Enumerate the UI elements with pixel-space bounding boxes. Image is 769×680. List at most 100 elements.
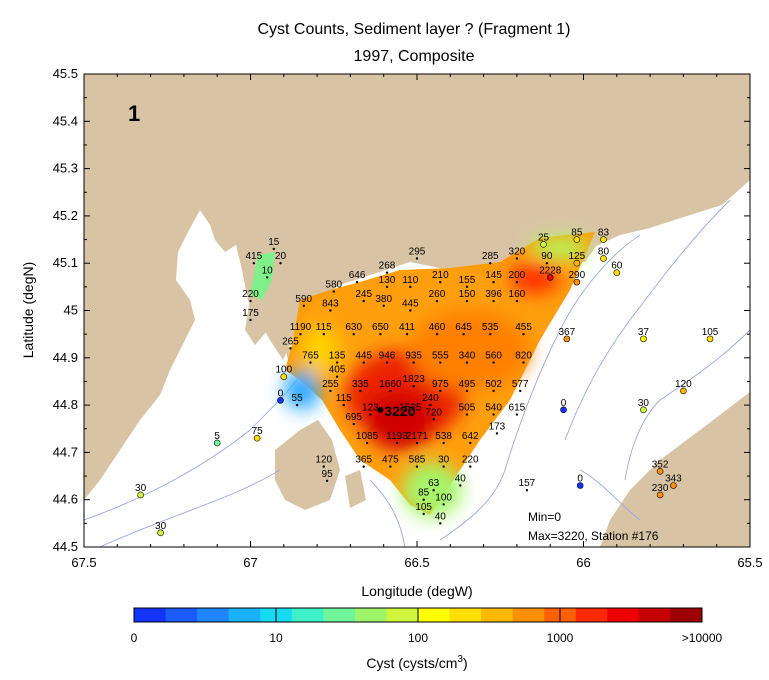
station-dot: [279, 262, 282, 265]
station-value-label: 495: [459, 379, 476, 390]
station-dot: [522, 332, 525, 336]
station-value-label: 645: [455, 322, 472, 333]
colorbar-swatch: [638, 608, 671, 622]
y-tick-label: 45.2: [53, 208, 78, 223]
station-value-label: 130: [379, 275, 396, 286]
station-dot: [335, 375, 339, 378]
field-low-south: [402, 462, 462, 518]
station-value-label: 175: [242, 308, 259, 319]
station-dot: [409, 309, 412, 312]
station-value-label: 1193: [386, 431, 408, 442]
station-dot: [395, 441, 399, 445]
station-value-label: 367: [559, 327, 576, 338]
station-dot: [489, 262, 492, 265]
station-dot: [515, 280, 519, 284]
station-dot: [157, 529, 164, 537]
station-dot: [492, 361, 495, 364]
land-grand-manan: [275, 420, 340, 510]
station-dot: [515, 257, 519, 260]
station-value-label: 30: [135, 483, 147, 494]
y-tick-label: 44.8: [53, 397, 78, 412]
field-passamaquoddy: [250, 252, 275, 300]
colorbar-swatch: [481, 608, 514, 622]
station-dot: [465, 389, 469, 393]
station-value-label: 85: [418, 488, 430, 499]
colorbar-swatch: [386, 608, 419, 622]
y-tick-label: 45.5: [53, 66, 78, 81]
station-dot: [272, 247, 276, 251]
station-value-label: 343: [665, 474, 682, 485]
field-low-west: [284, 370, 320, 410]
colorbar-swatch: [418, 608, 451, 622]
station-dot: [546, 274, 554, 281]
station-dot: [600, 236, 607, 243]
contour-line: [439, 234, 641, 541]
station-value-label: 105: [415, 502, 432, 513]
station-dot: [415, 257, 419, 260]
station-dot: [385, 285, 389, 289]
station-value-label: 615: [509, 403, 526, 414]
station-value-label: 1525: [399, 403, 422, 414]
station-dot: [515, 299, 519, 303]
colorbar-tick-label: 0: [131, 631, 138, 645]
station-dot: [352, 422, 355, 426]
max-station-dot: [377, 406, 384, 413]
colorbar-swatch: [512, 608, 545, 622]
station-dot: [137, 491, 144, 499]
x-axis-label: Longitude (degW): [361, 583, 472, 599]
station-value-label: 538: [435, 431, 452, 442]
station-value-label: 560: [485, 351, 502, 362]
station-value-label: 160: [509, 289, 526, 300]
station-dot: [439, 361, 442, 364]
station-dot: [435, 332, 439, 336]
land-new-brunswick: [84, 74, 750, 500]
station-value-label: 335: [352, 379, 369, 390]
station-dot: [362, 465, 365, 468]
station-dot: [640, 406, 647, 414]
station-dot: [492, 299, 495, 303]
x-axis-ticks: 67.5 67 66.5 66 65.5: [71, 74, 763, 570]
panel-label: 1: [128, 101, 140, 126]
station-dot: [352, 332, 355, 336]
station-dot: [405, 332, 409, 336]
station-dot: [277, 397, 284, 404]
station-dot: [355, 280, 359, 284]
station-dot: [213, 439, 221, 447]
station-value-label: 1190: [290, 322, 312, 333]
station-dot: [600, 255, 607, 262]
station-dot: [362, 361, 365, 364]
station-value-label: 100: [275, 365, 292, 376]
station-dot: [332, 290, 335, 293]
station-value-label: 365: [355, 455, 372, 466]
station-value-label: 30: [438, 455, 450, 466]
x-tick-label: 65.5: [737, 555, 762, 570]
station-dot: [322, 465, 325, 468]
station-value-label: 83: [598, 228, 610, 239]
colorbar-tick-label: >10000: [682, 631, 723, 645]
station-value-label: 340: [459, 351, 476, 362]
station-dot: [573, 259, 581, 267]
station-dot: [382, 304, 385, 307]
y-tick-label: 45.1: [53, 255, 78, 270]
x-tick-label: 66: [576, 555, 590, 570]
colorbar-tick-label: 10: [269, 631, 283, 645]
station-dot: [389, 389, 392, 393]
station-value-label: 405: [329, 365, 346, 376]
station-value-label: 80: [598, 246, 610, 257]
station-dot: [613, 269, 621, 276]
station-value-label: 396: [485, 289, 502, 300]
station-value-label: 505: [459, 403, 476, 414]
x-tick-label: 66.5: [404, 555, 429, 570]
station-value-label: 2228: [539, 265, 562, 276]
station-dot: [576, 482, 584, 489]
station-dot: [280, 373, 288, 381]
station-dot: [656, 491, 664, 499]
station-value-label: 352: [652, 459, 669, 470]
station-value-label: 15: [268, 237, 280, 248]
station-value-label: 720: [425, 407, 442, 418]
station-dot: [573, 236, 581, 243]
y-tick-label: 44.6: [53, 492, 78, 507]
station-dot: [640, 335, 647, 343]
